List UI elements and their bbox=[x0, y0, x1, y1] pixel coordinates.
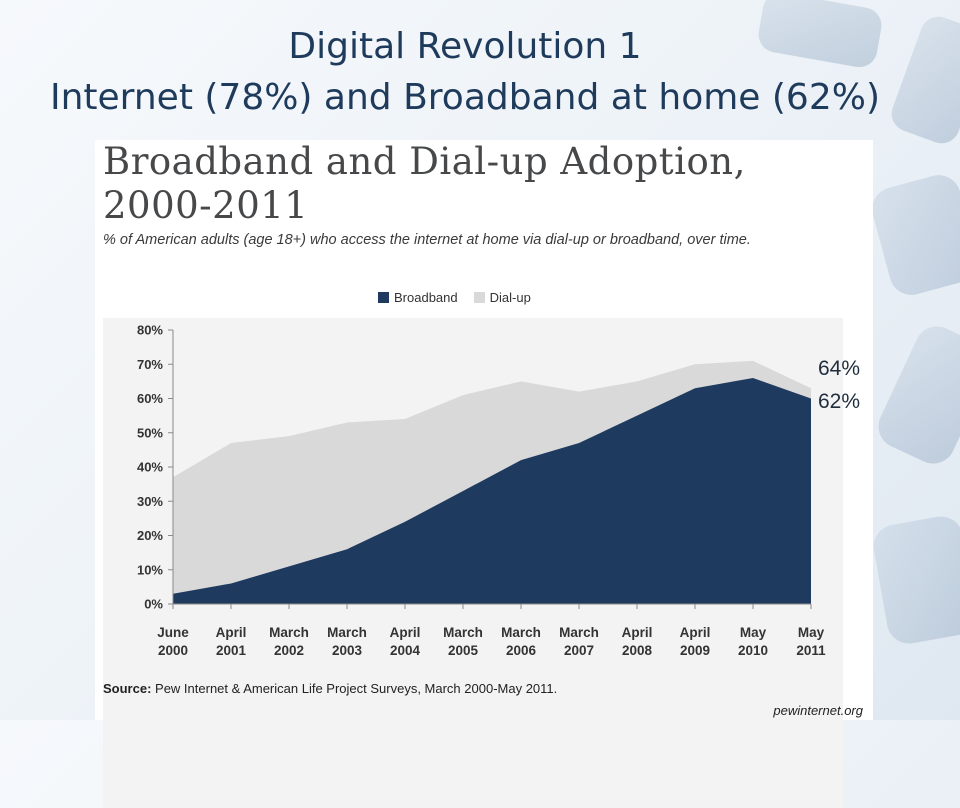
area-dialup bbox=[173, 360, 811, 594]
x-tick-label-month: March bbox=[443, 625, 483, 640]
source-label: Source: bbox=[103, 681, 152, 696]
x-tick-label-year: 2004 bbox=[390, 643, 421, 658]
y-tick-label: 0% bbox=[144, 597, 163, 612]
y-tick-label: 20% bbox=[137, 528, 163, 543]
chart-legend: Broadband Dial-up bbox=[378, 290, 541, 305]
y-tick-label: 70% bbox=[137, 357, 163, 372]
source-text: Pew Internet & American Life Project Sur… bbox=[155, 681, 558, 696]
y-tick-label: 60% bbox=[137, 391, 163, 406]
slide-title: Digital Revolution 1 Internet (78%) and … bbox=[0, 22, 930, 124]
x-tick-label-month: March bbox=[501, 625, 541, 640]
x-tick-label-month: March bbox=[269, 625, 309, 640]
annotation-64: 64% bbox=[818, 357, 861, 380]
x-tick-label-year: 2010 bbox=[738, 643, 768, 658]
legend-swatch-broadband bbox=[378, 292, 389, 303]
x-tick-label-month: March bbox=[559, 625, 599, 640]
x-tick-label-month: April bbox=[216, 625, 247, 640]
slide-title-line1: Digital Revolution 1 bbox=[288, 26, 642, 67]
footer-url: pewinternet.org bbox=[773, 703, 863, 718]
chart-source: Source: Pew Internet & American Life Pro… bbox=[103, 681, 557, 696]
legend-item-dialup: Dial-up bbox=[473, 290, 531, 305]
area-broadband bbox=[173, 377, 811, 604]
x-tick-label-month: June bbox=[157, 625, 189, 640]
x-tick-label-year: 2000 bbox=[158, 643, 188, 658]
chart-subtitle: % of American adults (age 18+) who acces… bbox=[103, 232, 751, 248]
x-tick-label-month: May bbox=[798, 625, 825, 640]
chart-title: Broadband and Dial-up Adoption, 2000-201… bbox=[103, 140, 746, 227]
x-tick-label-year: 2009 bbox=[680, 643, 710, 658]
legend-item-broadband: Broadband bbox=[378, 290, 458, 305]
y-tick-label: 50% bbox=[137, 425, 163, 440]
x-tick-label-year: 2011 bbox=[796, 643, 826, 658]
x-tick-label-year: 2002 bbox=[274, 643, 304, 658]
x-tick-label-year: 2003 bbox=[332, 643, 363, 658]
x-tick-label-year: 2001 bbox=[216, 643, 247, 658]
chart-panel: Broadband and Dial-up Adoption, 2000-201… bbox=[95, 140, 873, 808]
x-tick-label-year: 2007 bbox=[564, 643, 594, 658]
y-tick-label: 30% bbox=[137, 494, 163, 509]
x-tick-label-month: April bbox=[680, 625, 711, 640]
annotation-62: 62% bbox=[818, 390, 861, 413]
x-tick-label-month: April bbox=[622, 625, 653, 640]
x-tick-label-month: May bbox=[740, 625, 767, 640]
y-tick-label: 80% bbox=[137, 323, 163, 338]
area-chart: 0% 10% 20% 30% 40% 50% 60% 70% 80% June 2000 April 2… bbox=[137, 323, 826, 659]
legend-label-broadband: Broadband bbox=[394, 290, 458, 305]
y-tick-label: 40% bbox=[137, 460, 163, 475]
x-tick-label-year: 2006 bbox=[506, 643, 537, 658]
background-decoration bbox=[758, 0, 960, 644]
x-tick-label-month: March bbox=[327, 625, 367, 640]
legend-swatch-dialup bbox=[473, 292, 485, 303]
x-tick-label-year: 2008 bbox=[622, 643, 653, 658]
x-tick-label-year: 2005 bbox=[448, 643, 479, 658]
slide-title-line2: Internet (78%) and Broadband at home (62… bbox=[49, 77, 880, 118]
x-tick-label-month: April bbox=[390, 625, 421, 640]
y-tick-label: 10% bbox=[137, 562, 163, 577]
legend-label-dialup: Dial-up bbox=[489, 290, 531, 305]
